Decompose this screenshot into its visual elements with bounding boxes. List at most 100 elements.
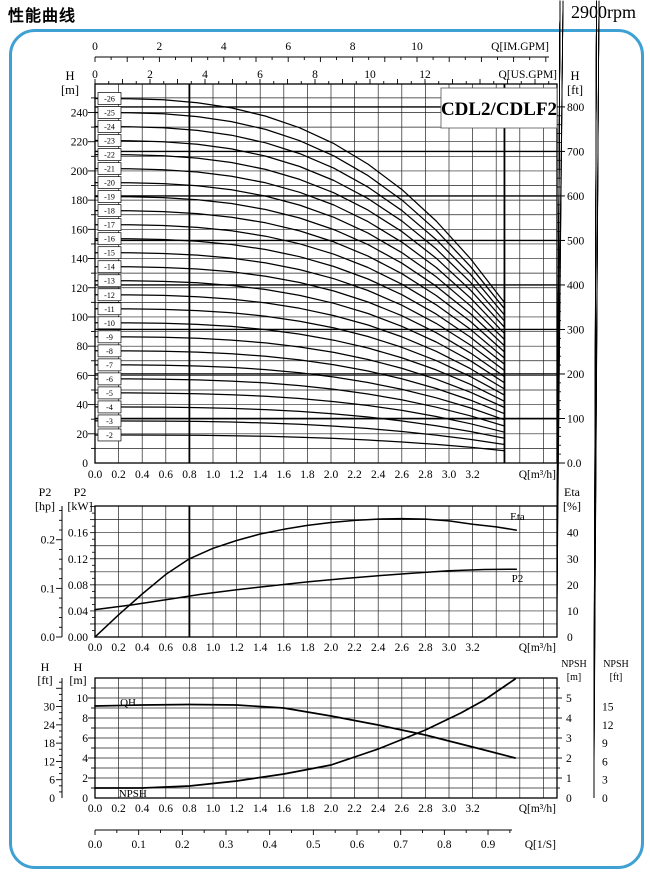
stage-label-box bbox=[97, 372, 122, 386]
svg-text:2: 2 bbox=[566, 753, 572, 765]
svg-text:[kW]: [kW] bbox=[67, 499, 92, 513]
curve-stage-20 bbox=[94, 181, 506, 341]
curve-stage-2 bbox=[94, 434, 506, 452]
stage-label-box bbox=[97, 386, 122, 400]
curve-stage-14 bbox=[94, 266, 506, 378]
svg-text:4: 4 bbox=[202, 69, 208, 81]
svg-text:-16: -16 bbox=[104, 235, 115, 244]
svg-text:0.04: 0.04 bbox=[68, 606, 88, 618]
svg-text:6: 6 bbox=[257, 69, 263, 81]
curve-stage-21 bbox=[94, 167, 506, 335]
svg-text:[ft]: [ft] bbox=[567, 83, 583, 97]
svg-text:10: 10 bbox=[77, 693, 89, 705]
stage-label-box bbox=[97, 400, 122, 414]
svg-text:2.6: 2.6 bbox=[395, 803, 410, 815]
stage-label-box bbox=[97, 302, 122, 316]
curve-stage-25 bbox=[94, 111, 506, 310]
svg-text:-17: -17 bbox=[104, 221, 115, 230]
svg-text:NPSH: NPSH bbox=[561, 659, 587, 670]
stage-label-box bbox=[97, 162, 122, 175]
svg-text:0.4: 0.4 bbox=[135, 469, 150, 481]
svg-text:Q[m³/h]: Q[m³/h] bbox=[519, 469, 556, 481]
curve-stage-17 bbox=[94, 224, 506, 359]
svg-text:8: 8 bbox=[312, 69, 318, 81]
svg-text:-20: -20 bbox=[104, 179, 115, 188]
stage-label-box bbox=[97, 330, 122, 344]
curve-stage-4 bbox=[94, 406, 506, 439]
svg-text:1.0: 1.0 bbox=[206, 642, 221, 654]
svg-text:20: 20 bbox=[567, 580, 579, 592]
svg-text:-18: -18 bbox=[104, 207, 115, 216]
curve-stage-26 bbox=[94, 97, 506, 304]
svg-text:0.7: 0.7 bbox=[394, 839, 409, 851]
curve-stage-5 bbox=[94, 392, 506, 433]
svg-text:1.4: 1.4 bbox=[253, 642, 268, 654]
svg-text:60: 60 bbox=[77, 370, 89, 382]
svg-text:0.00: 0.00 bbox=[68, 632, 88, 644]
svg-text:2: 2 bbox=[157, 41, 163, 53]
svg-text:3.2: 3.2 bbox=[465, 803, 480, 815]
stage-label-box bbox=[97, 414, 122, 428]
svg-text:P2: P2 bbox=[74, 485, 87, 499]
svg-text:0.6: 0.6 bbox=[159, 642, 174, 654]
svg-text:0.08: 0.08 bbox=[68, 580, 88, 592]
svg-text:0: 0 bbox=[92, 69, 98, 81]
svg-text:2.8: 2.8 bbox=[418, 469, 433, 481]
svg-text:0.4: 0.4 bbox=[262, 839, 277, 851]
svg-text:1.6: 1.6 bbox=[277, 642, 292, 654]
svg-text:0.8: 0.8 bbox=[182, 642, 197, 654]
svg-text:-25: -25 bbox=[104, 109, 115, 118]
stage-label-box bbox=[97, 274, 122, 288]
curve-stage-15 bbox=[94, 252, 506, 372]
svg-text:0.5: 0.5 bbox=[306, 839, 321, 851]
svg-text:0.0: 0.0 bbox=[88, 642, 103, 654]
svg-text:300: 300 bbox=[567, 324, 585, 336]
svg-text:6: 6 bbox=[285, 41, 291, 53]
curve-stage-12 bbox=[94, 294, 506, 390]
svg-text:2.0: 2.0 bbox=[324, 642, 339, 654]
svg-text:8: 8 bbox=[350, 41, 356, 53]
eta-curve bbox=[94, 517, 518, 638]
curve-stage-19 bbox=[94, 195, 506, 347]
svg-text:2.4: 2.4 bbox=[371, 469, 386, 481]
svg-text:[ft]: [ft] bbox=[610, 672, 623, 683]
svg-text:NPSH: NPSH bbox=[603, 659, 629, 670]
svg-text:Q[IM.GPM]: Q[IM.GPM] bbox=[491, 41, 549, 53]
svg-text:200: 200 bbox=[567, 369, 585, 381]
svg-text:2.8: 2.8 bbox=[418, 642, 433, 654]
svg-text:10: 10 bbox=[567, 606, 579, 618]
svg-text:-11: -11 bbox=[104, 305, 114, 314]
svg-text:200: 200 bbox=[71, 166, 89, 178]
curve-stage-18 bbox=[94, 209, 506, 353]
svg-text:Q[1/S]: Q[1/S] bbox=[525, 839, 556, 851]
model-box bbox=[440, 87, 558, 129]
stage-label-box bbox=[97, 106, 122, 119]
svg-text:1.4: 1.4 bbox=[253, 803, 268, 815]
svg-text:0.16: 0.16 bbox=[68, 528, 88, 540]
stage-label-box bbox=[97, 92, 122, 105]
svg-text:1: 1 bbox=[566, 773, 572, 785]
svg-text:5: 5 bbox=[566, 693, 572, 705]
svg-text:[m]: [m] bbox=[69, 673, 86, 687]
svg-text:0.2: 0.2 bbox=[175, 839, 190, 851]
svg-text:6: 6 bbox=[602, 756, 608, 768]
svg-text:30: 30 bbox=[567, 554, 579, 566]
svg-text:0: 0 bbox=[602, 793, 608, 805]
svg-text:CDL2/CDLF2: CDL2/CDLF2 bbox=[441, 99, 557, 120]
svg-text:40: 40 bbox=[567, 528, 579, 540]
curve-stage-10 bbox=[94, 322, 506, 402]
curve-stage-11 bbox=[94, 308, 506, 396]
svg-text:12: 12 bbox=[44, 756, 56, 768]
stage-label-box bbox=[97, 218, 122, 232]
svg-text:P2: P2 bbox=[39, 485, 52, 499]
svg-text:6: 6 bbox=[49, 775, 55, 787]
curve-stage-9 bbox=[94, 336, 506, 409]
svg-text:240: 240 bbox=[71, 108, 89, 120]
svg-text:2.4: 2.4 bbox=[371, 803, 386, 815]
svg-text:2: 2 bbox=[147, 69, 153, 81]
svg-text:120: 120 bbox=[71, 283, 89, 295]
svg-text:1.6: 1.6 bbox=[277, 469, 292, 481]
svg-text:20: 20 bbox=[77, 429, 89, 441]
svg-text:2: 2 bbox=[82, 773, 88, 785]
svg-text:2.6: 2.6 bbox=[395, 642, 410, 654]
